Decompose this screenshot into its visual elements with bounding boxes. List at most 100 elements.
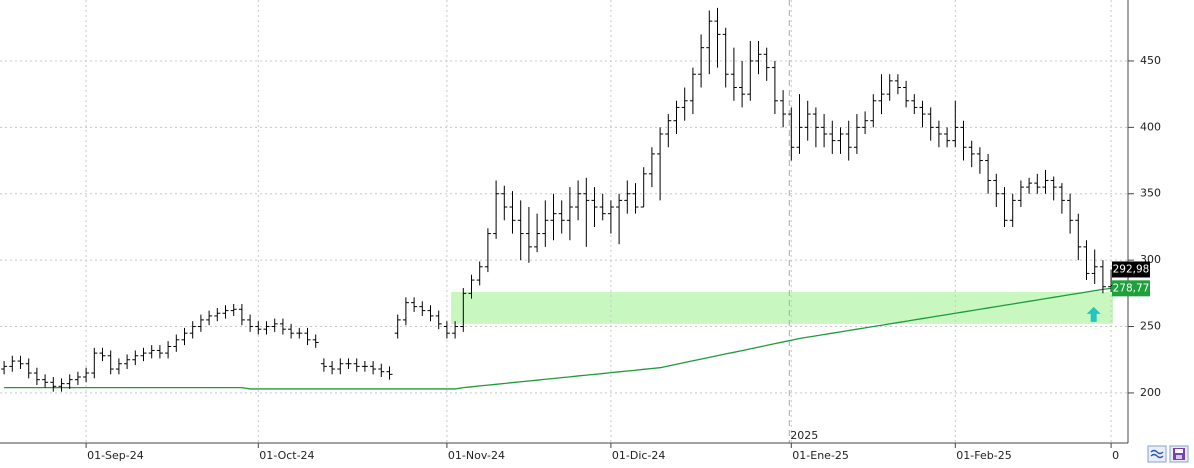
ohlc-bar <box>935 120 942 148</box>
ohlc-bar <box>780 90 787 128</box>
ohlc-bar <box>829 120 836 154</box>
ohlc-bar <box>968 140 975 168</box>
ohlc-bar <box>796 94 803 154</box>
ohlc-bar <box>443 321 450 339</box>
ohlc-bar <box>402 297 409 326</box>
ohlc-bar <box>517 200 524 261</box>
ohlc-bar <box>1091 249 1098 285</box>
ohlc-bar <box>730 47 737 101</box>
ohlc-bar <box>361 361 368 372</box>
ohlc-bar <box>1067 193 1074 234</box>
ohlc-bar <box>919 100 926 128</box>
x-tick-label: 01-Dic-24 <box>612 449 666 462</box>
moving-average-end-label: 278,77 <box>1113 282 1150 294</box>
ohlc-bar <box>42 374 49 388</box>
ohlc-bar <box>698 34 705 88</box>
ohlc-bar <box>788 107 795 161</box>
ohlc-bar <box>747 41 754 101</box>
support-zone <box>451 292 1114 324</box>
ohlc-bar <box>525 207 532 263</box>
ohlc-bar <box>230 303 237 316</box>
ohlc-bar <box>1099 260 1106 294</box>
ohlc-bar <box>640 167 647 208</box>
x-tick-label: 01-Ene-25 <box>792 449 849 462</box>
ohlc-bar <box>575 180 582 221</box>
ohlc-bar <box>468 274 475 299</box>
ohlc-bar <box>952 100 959 148</box>
ohlc-bar <box>804 100 811 141</box>
ohlc-bar <box>255 321 262 335</box>
ohlc-bar <box>99 347 106 362</box>
ohlc-bar <box>624 180 631 214</box>
moving-average-line <box>4 287 1112 390</box>
ohlc-bar <box>476 261 483 286</box>
last-price-box <box>1112 261 1150 278</box>
ohlc-bar <box>706 10 713 75</box>
x-tick-label: 01-Nov-24 <box>448 449 505 462</box>
ohlc-bar <box>1050 176 1057 201</box>
ohlc-bar <box>25 358 32 379</box>
ohlc-bar <box>263 321 270 335</box>
ohlc-bar <box>1058 183 1065 214</box>
ohlc-bar <box>156 345 163 359</box>
ohlc-bar <box>148 345 155 359</box>
ohlc-bar <box>648 147 655 188</box>
ohlc-bar <box>894 74 901 95</box>
ohlc-bar <box>345 358 352 370</box>
ohlc-bar <box>689 67 696 115</box>
ohlc-bar <box>165 341 172 359</box>
ohlc-bar <box>181 327 188 346</box>
ohlc-bar <box>599 193 606 221</box>
ohlc-bar <box>320 358 327 372</box>
ohlc-bar <box>1083 240 1090 281</box>
ohlc-bar <box>1026 177 1033 194</box>
ohlc-bar <box>115 358 122 375</box>
ohlc-bar <box>837 127 844 154</box>
ohlc-bar <box>993 173 1000 208</box>
ohlc-bar <box>821 114 828 148</box>
ohlc-bar <box>140 347 147 362</box>
ohlc-bar <box>271 318 278 332</box>
ohlc-bar <box>558 200 565 234</box>
ohlc-bar <box>74 371 81 385</box>
ohlc-bar <box>17 355 24 370</box>
compare-button[interactable] <box>1147 445 1167 463</box>
ohlc-bar <box>91 347 98 379</box>
year-annotation: 2025 <box>790 429 818 442</box>
ohlc-bar <box>771 60 778 115</box>
ohlc-bar <box>370 361 377 375</box>
ohlc-bar <box>673 100 680 134</box>
x-tick-label: 01-Oct-24 <box>259 449 314 462</box>
y-tick-label: 450 <box>1140 54 1161 67</box>
ohlc-bar <box>616 193 623 245</box>
ohlc-bar <box>886 74 893 101</box>
ohlc-bar <box>9 355 16 372</box>
ohlc-bar <box>1 361 8 375</box>
ohlc-bar <box>83 367 90 383</box>
ohlc-bar <box>124 354 131 370</box>
ohlc-bar <box>173 334 180 352</box>
ohlc-bar <box>378 363 385 378</box>
ohlc-bar <box>214 307 221 322</box>
x-tick-label: 0 <box>1112 449 1119 462</box>
ohlc-bar <box>911 94 918 115</box>
ohlc-bar <box>927 107 934 141</box>
ohlc-bar <box>279 318 286 335</box>
save-button[interactable] <box>1169 445 1189 463</box>
ohlc-bar <box>1001 187 1008 227</box>
ohlc-bar <box>247 314 254 332</box>
last-price-label: 292,98 <box>1113 263 1150 275</box>
ohlc-bar <box>484 228 491 273</box>
ohlc-bar <box>107 350 114 375</box>
ohlc-bar <box>296 327 303 339</box>
y-tick-label: 200 <box>1140 386 1161 399</box>
ohlc-bar <box>607 200 614 234</box>
ohlc-bar <box>238 303 245 326</box>
ohlc-bar <box>386 366 393 380</box>
ohlc-bar <box>591 187 598 227</box>
ohlc-bar <box>66 374 73 389</box>
ohlc-bar <box>665 114 672 148</box>
ohlc-bar <box>501 185 508 221</box>
ohlc-bar <box>862 111 869 134</box>
ohlc-bar <box>304 327 311 346</box>
